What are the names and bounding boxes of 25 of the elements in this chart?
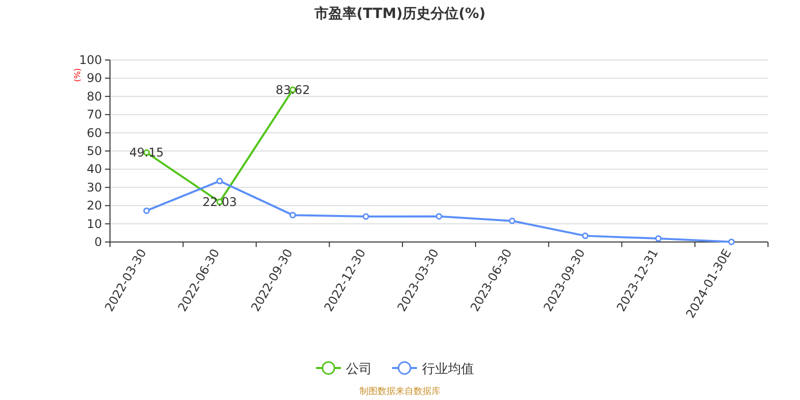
y-tick-label: 20: [86, 198, 102, 213]
y-tick-label: 0: [94, 235, 102, 249]
point: [216, 178, 223, 184]
point: [728, 238, 735, 246]
text: 制图数据来自数据库: [360, 386, 440, 397]
y-tick-label: 100: [79, 53, 102, 67]
y-tick-label: 30: [86, 180, 102, 194]
point: [362, 213, 370, 220]
point: [655, 235, 662, 242]
legend-label: 公司: [346, 362, 372, 377]
y-tick-label: 60: [86, 126, 102, 140]
chart-title: 市盈率(TTM)历史分位(%): [314, 5, 486, 22]
point: [436, 213, 442, 220]
y-tick-label: 90: [86, 71, 102, 86]
y-tick-label: 50: [86, 144, 102, 158]
point: [290, 212, 296, 218]
y-tick-label: 70: [86, 108, 102, 122]
legend-label: 行业均值: [422, 362, 474, 377]
y-tick-label: 10: [86, 216, 102, 231]
point: [508, 218, 516, 224]
y-axis-title: (%): [73, 68, 82, 82]
point: [143, 207, 150, 214]
point: [582, 232, 588, 240]
y-tick-label: 40: [86, 162, 102, 176]
y-tick-label: 80: [86, 89, 102, 104]
